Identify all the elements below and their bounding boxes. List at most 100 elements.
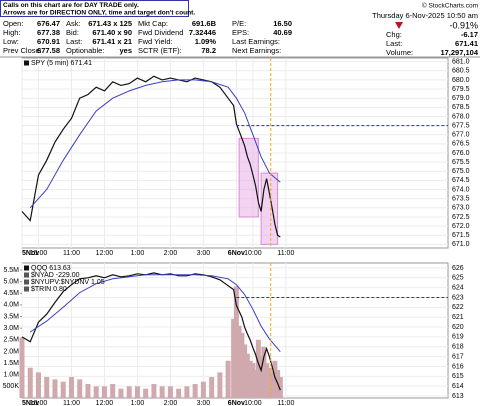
volume-bar (93, 386, 99, 398)
y-tick-label: 674.0 (452, 186, 470, 193)
quote-label: Low: (3, 37, 19, 46)
y-tick-label: 676.5 (452, 141, 470, 148)
volume-bar (250, 363, 256, 398)
volume-bar (101, 386, 107, 398)
x-tick-label: 10:00 (244, 400, 262, 406)
quote-label: Last: (66, 37, 82, 46)
y-tick-label: 621 (452, 314, 464, 321)
y-tick-label: 672.0 (452, 223, 470, 230)
y2-tick-label: 3.0M (3, 325, 19, 332)
volume-bar (176, 388, 182, 398)
notice-box (0, 0, 189, 17)
y2-tick-label: 1.5M (3, 360, 19, 367)
price-line (21, 272, 281, 391)
x-tick-label: 3:00 (197, 400, 211, 406)
volume-bar (118, 388, 124, 398)
x-tick-label: 10:00 (30, 250, 48, 257)
volume-bar (261, 346, 267, 398)
highlight-box (260, 172, 279, 245)
y-tick-label: 619 (452, 334, 464, 341)
quote-value: 671.43 x 125 (88, 19, 132, 28)
legend-swatch (24, 279, 29, 285)
legend-label: $TRIN 0.80 (31, 286, 67, 293)
y-tick-label: 673.0 (452, 205, 470, 212)
y-tick-label: 622 (452, 304, 464, 311)
y-tick-label: 673.5 (452, 196, 470, 203)
quote-value: 676.47 (37, 19, 60, 28)
volume-bar (200, 381, 206, 398)
y2-tick-label: 3.5M (3, 313, 19, 320)
x-tick-label: 10:00 (30, 400, 48, 406)
y-tick-label: 625 (452, 275, 464, 282)
x-tick-label: 3:00 (197, 250, 211, 257)
volume-bar (209, 377, 215, 398)
x-tick-label: 11:00 (277, 400, 294, 406)
volume-bar (151, 384, 157, 398)
y2-tick-label: 2.0M (3, 348, 19, 355)
y-tick-label: 626 (452, 265, 464, 272)
x-tick-label: 12:00 (96, 250, 114, 257)
y-tick-label: 678.0 (452, 113, 470, 120)
quote-value: 671.41 x 21 (92, 37, 132, 46)
quote-value: 40.69 (273, 28, 292, 37)
volume-bar (19, 337, 25, 398)
copyright: © StockCharts.com (422, 2, 478, 10)
y-tick-label: 675.0 (452, 168, 470, 175)
change-value: -6.17 (461, 30, 478, 39)
quote-value: 677.38 (37, 28, 60, 37)
y-tick-label: 676.0 (452, 150, 470, 157)
y-tick-label: 618 (452, 344, 464, 351)
price-line (29, 79, 281, 209)
volume-bar (35, 372, 41, 398)
datetime: Thursday 6-Nov-2025 10:50 am (372, 11, 478, 20)
legend-swatch (24, 272, 29, 278)
quote-label: Bid: (66, 28, 79, 37)
y-tick-label: 614 (452, 383, 464, 390)
volume-bar (233, 286, 239, 398)
y-tick-label: 616 (452, 363, 464, 370)
y2-tick-label: 2.5M (3, 337, 19, 344)
volume-bar (225, 360, 231, 398)
quote-value: 670.91 (37, 37, 60, 46)
volume-bar (239, 332, 245, 398)
volume-bar (27, 367, 33, 398)
y2-tick-label: 5.5M (3, 267, 19, 274)
quote-label: P/E: (232, 19, 246, 28)
legend-swatch (24, 286, 29, 292)
legend-swatch (24, 60, 29, 66)
x-tick-label: 1:00 (131, 400, 145, 406)
legend-label: QQQ 613.63 (31, 265, 71, 272)
x-tick-label: 6Nov (228, 400, 245, 406)
down-arrow (395, 22, 403, 29)
legend-label: SPY (5 min) 671.41 (31, 60, 92, 67)
volume-bar (77, 379, 83, 398)
y2-tick-label: 5.0M (3, 278, 19, 285)
x-tick-label: 12:00 (96, 400, 114, 406)
change-value: 671.41 (455, 39, 478, 48)
change-label: Chg: (386, 30, 402, 39)
quote-value: 677.58 (37, 46, 60, 55)
volume-bar (258, 356, 264, 398)
volume-bar (264, 363, 270, 398)
y2-tick-label: 1.0M (3, 372, 19, 379)
y-tick-label: 671.5 (452, 232, 470, 239)
quote-label: Next Earnings: (232, 46, 281, 55)
volume-bar (236, 325, 242, 398)
y-tick-label: 615 (452, 373, 464, 380)
x-tick-label: 11:00 (277, 250, 294, 257)
quote-label: Fwd Yield: (138, 37, 173, 46)
quote-label: Optionable: (66, 46, 104, 55)
volume-bar (126, 386, 132, 398)
change-pct: -0.91% (449, 20, 478, 30)
y-tick-label: 680.0 (452, 77, 470, 84)
change-value: 17,297,104 (440, 48, 478, 57)
x-tick-label: 2:00 (164, 250, 178, 257)
x-tick-label: 2:00 (164, 400, 178, 406)
x-tick-label: 5Nov (22, 400, 39, 406)
volume-bar (167, 386, 173, 398)
quote-label: Mkt Cap: (138, 19, 168, 28)
legend-swatch (24, 265, 29, 271)
notice-text: Calls on this chart are for DAY TRADE on… (3, 2, 139, 9)
x-tick-label: 5Nov (22, 250, 39, 257)
y-tick-label: 680.5 (452, 68, 470, 75)
